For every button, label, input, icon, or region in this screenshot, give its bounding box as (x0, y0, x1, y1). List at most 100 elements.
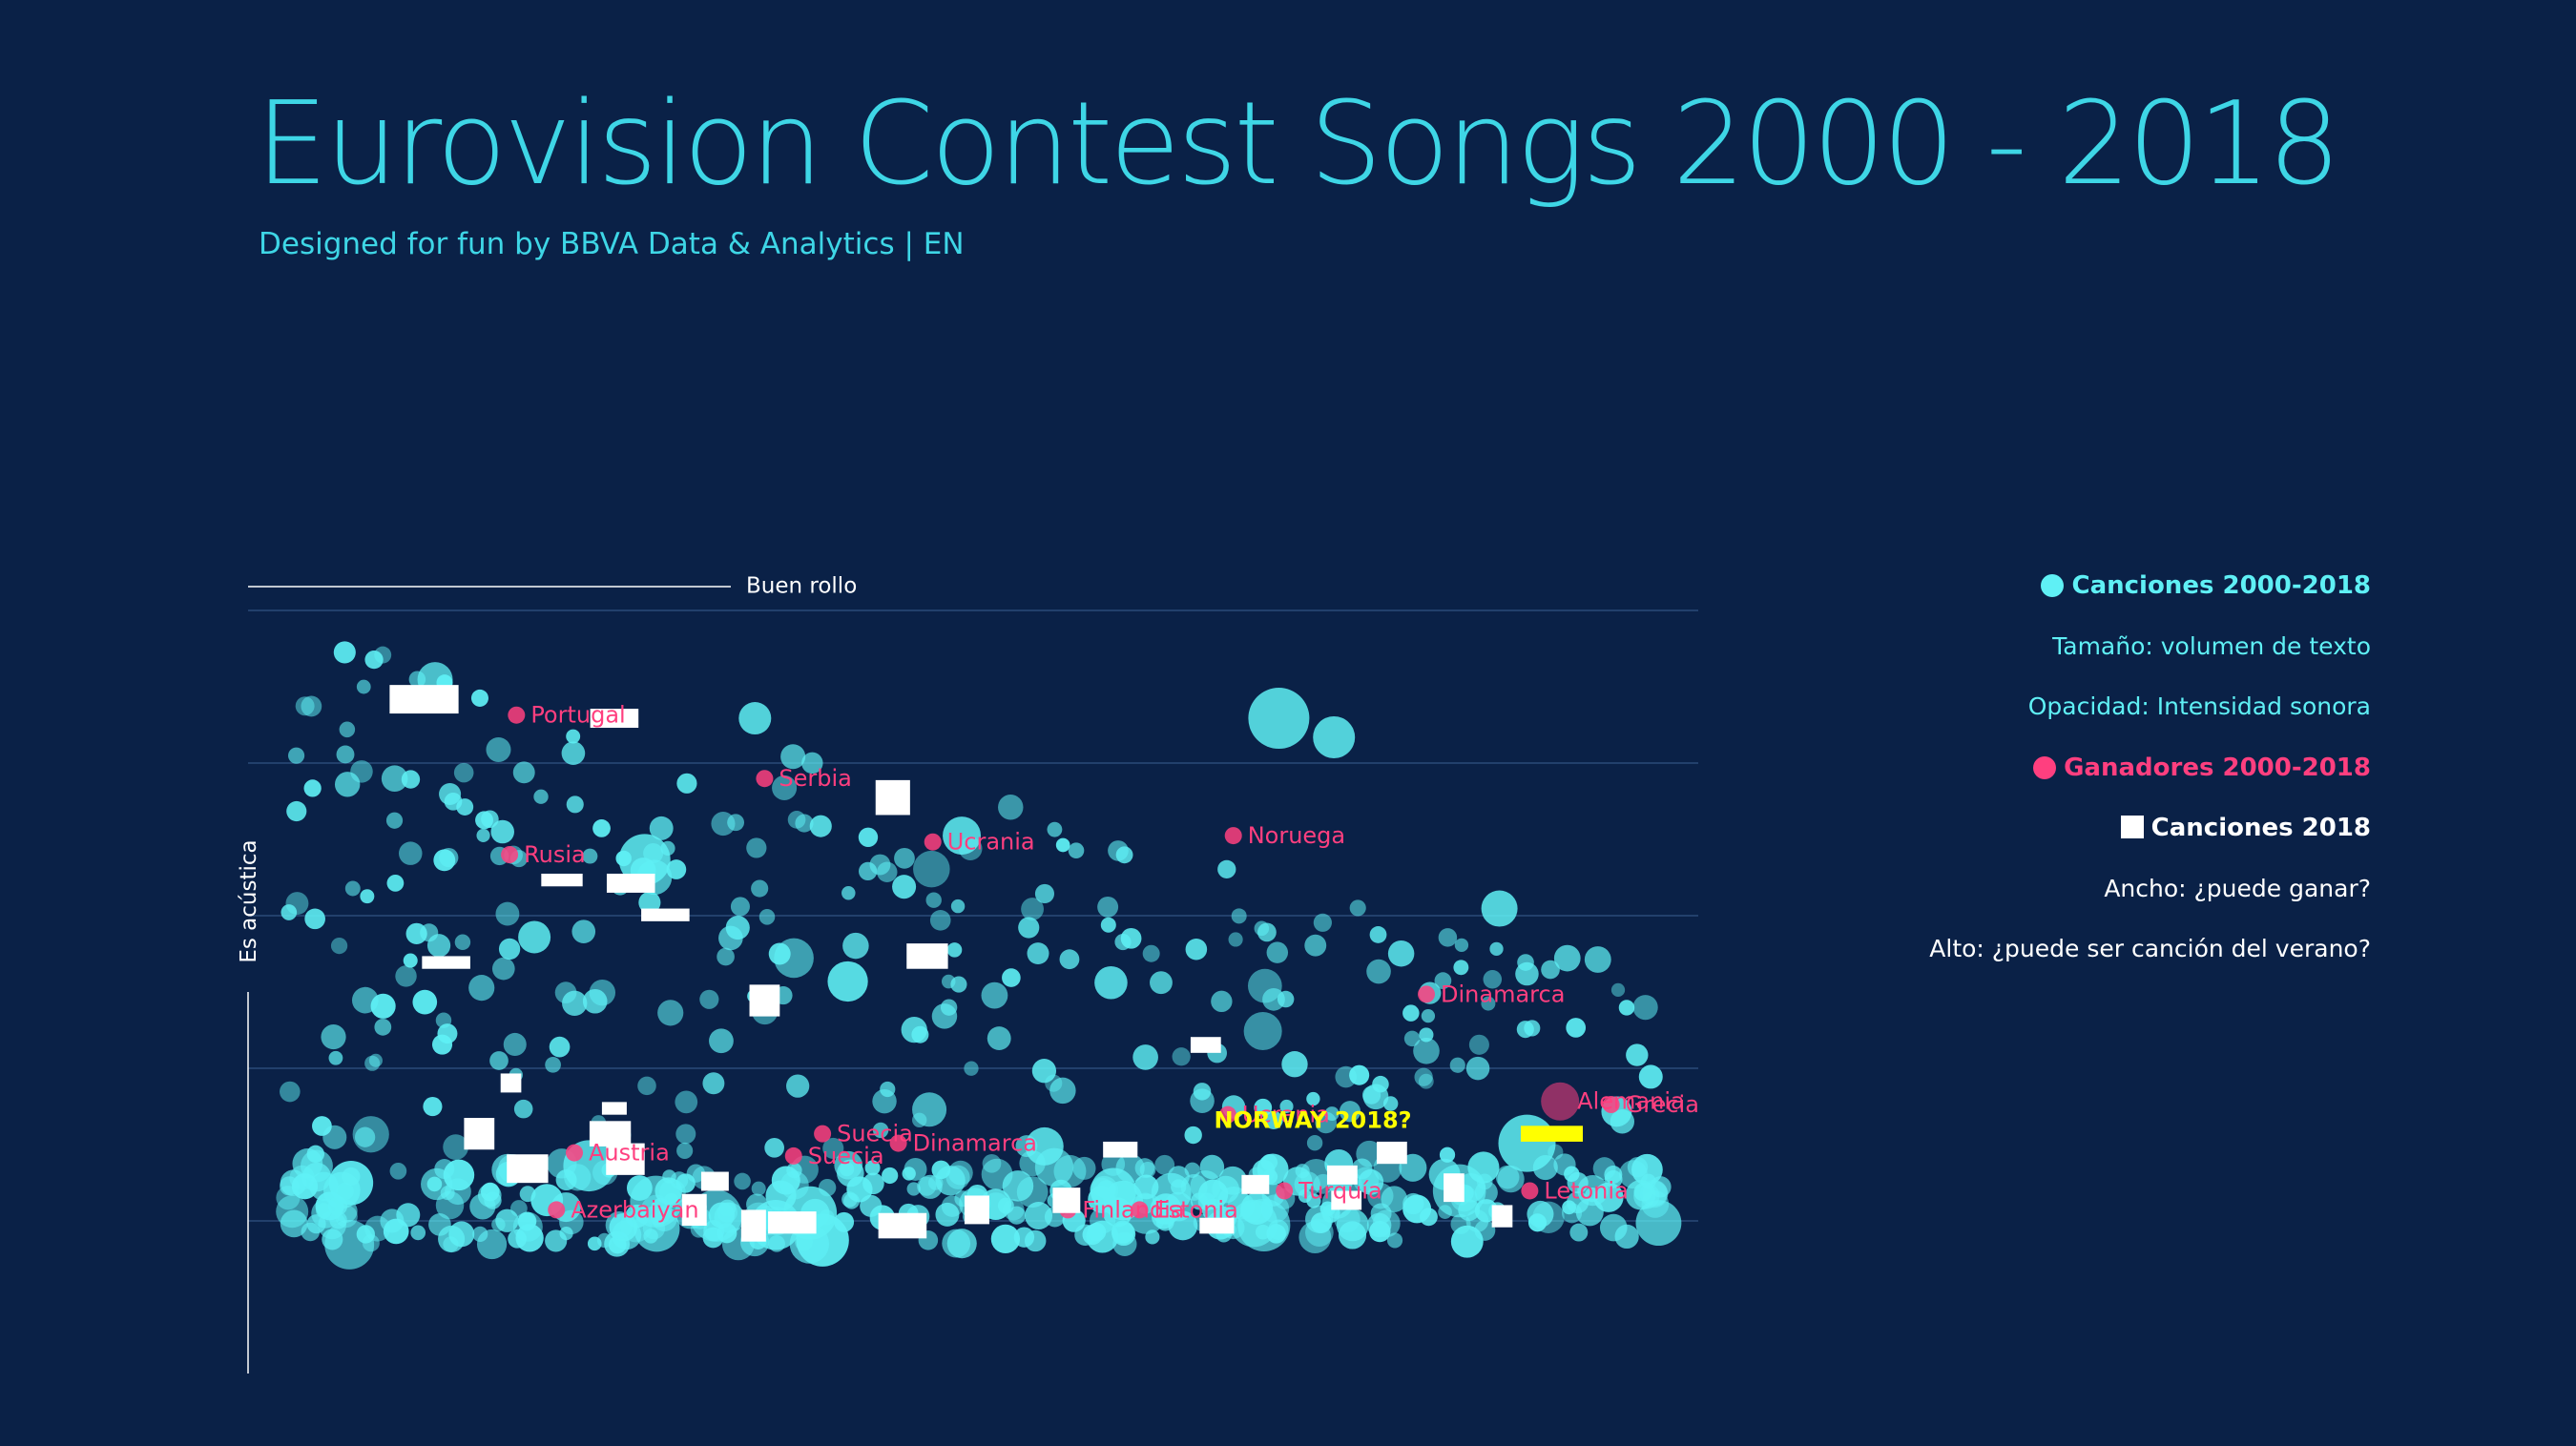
song-point (1243, 1012, 1282, 1051)
song-2018-mark (875, 779, 910, 816)
song-point (571, 919, 596, 943)
song-point (1294, 1171, 1320, 1198)
song-point (902, 1167, 916, 1181)
song-point (395, 965, 417, 987)
song-2018-mark (1199, 1217, 1235, 1234)
song-point (1567, 1171, 1589, 1194)
songs-2018-marks (389, 685, 1513, 1242)
song-point (1418, 1073, 1434, 1089)
song-point (490, 819, 514, 844)
song-point (549, 1036, 571, 1058)
song-point (1097, 896, 1119, 918)
song-point (872, 1122, 889, 1139)
song-point (1091, 1167, 1136, 1214)
winner-point (548, 1201, 566, 1219)
song-point (1438, 928, 1458, 947)
song-point (1231, 908, 1247, 924)
song-point (1217, 859, 1236, 878)
song-point (433, 849, 456, 872)
song-point (1281, 1051, 1308, 1078)
song-point (1372, 1075, 1389, 1093)
song-2018-mark (1491, 1205, 1513, 1228)
song-2018-mark (541, 873, 583, 887)
song-point (1134, 1158, 1155, 1178)
song-point (420, 923, 439, 942)
song-2018-mark (749, 984, 780, 1017)
winner-label: Ucrania (947, 829, 1035, 856)
song-point (1481, 996, 1496, 1011)
song-point (801, 752, 823, 775)
song-point (929, 910, 951, 931)
song-point (1632, 995, 1658, 1021)
song-point (328, 1050, 343, 1065)
song-point (312, 1116, 332, 1136)
song-point (1453, 960, 1469, 976)
song-point (1171, 1179, 1187, 1195)
song-point (734, 1172, 751, 1190)
song-2018-mark (1376, 1141, 1407, 1165)
song-point (935, 1202, 960, 1227)
song-point (1185, 938, 1208, 961)
winner-points (501, 706, 1620, 1219)
song-point (1142, 944, 1160, 962)
winner-label: Serbia (779, 765, 851, 792)
winner-label: Alemania (1577, 1088, 1685, 1115)
song-point (1034, 883, 1055, 904)
song-point (489, 1051, 509, 1070)
song-point (383, 1218, 409, 1245)
song-point (491, 957, 515, 981)
song-point (582, 848, 598, 864)
song-point (364, 651, 384, 670)
song-point (1266, 941, 1289, 963)
norway-2018-mark (1520, 1126, 1584, 1142)
song-point (454, 934, 471, 950)
song-point (286, 800, 307, 822)
song-point (925, 892, 942, 908)
song-point (774, 938, 814, 979)
song-point (1184, 1162, 1200, 1178)
song-point (1438, 1205, 1452, 1219)
song-2018-mark (500, 1073, 522, 1093)
song-point (1133, 1174, 1159, 1200)
winner-label: Rusia (524, 841, 586, 868)
song-point (1449, 1057, 1465, 1073)
song-point (453, 762, 474, 783)
song-2018-mark (1241, 1174, 1270, 1194)
song-point (484, 1191, 502, 1209)
song-point (1313, 913, 1332, 932)
song-point (566, 795, 584, 814)
song-point (940, 999, 958, 1016)
song-point (670, 1171, 689, 1189)
song-point (1339, 1101, 1361, 1123)
song-point (1419, 1027, 1434, 1043)
song-point (657, 1000, 684, 1026)
song-point (1454, 938, 1469, 953)
song-point (1349, 899, 1366, 917)
song-point (1172, 1047, 1191, 1066)
song-point (498, 938, 521, 961)
song-point (435, 1190, 465, 1220)
song-point (1468, 1034, 1489, 1055)
song-point (1402, 1004, 1420, 1022)
square-icon (2120, 816, 2144, 838)
winner-point (814, 1125, 832, 1143)
song-point (795, 814, 814, 833)
winner-point (1541, 1082, 1580, 1121)
song-point (562, 990, 588, 1016)
winner-point (1418, 985, 1436, 1003)
song-point (1481, 890, 1518, 927)
song-point (476, 1229, 508, 1260)
song-point (1382, 1096, 1399, 1111)
song-point (1527, 1213, 1548, 1232)
song-point (941, 974, 956, 989)
song-point (872, 1088, 897, 1114)
song-point (1218, 1166, 1248, 1195)
song-point (1094, 965, 1128, 1000)
song-point (809, 815, 832, 837)
song-point (468, 975, 495, 1002)
song-point (545, 1229, 568, 1252)
song-point (1304, 934, 1327, 957)
song-point (676, 1142, 694, 1160)
song-point (1639, 1179, 1669, 1208)
